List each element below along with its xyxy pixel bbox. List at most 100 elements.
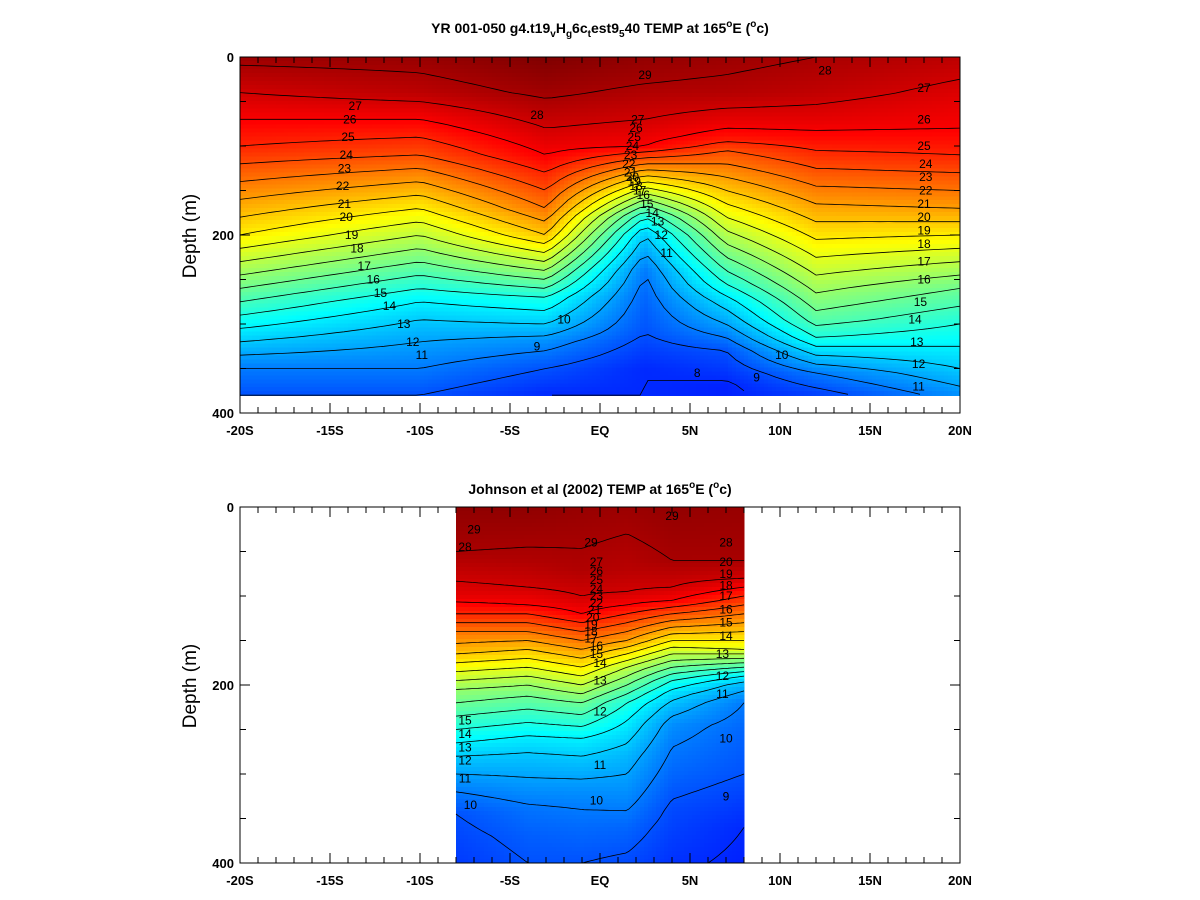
field-cell (516, 61, 521, 66)
field-cell (796, 124, 801, 130)
field-cell (448, 112, 453, 118)
field-cell (796, 108, 801, 114)
field-cell (884, 76, 889, 82)
field-cell (388, 140, 393, 146)
field-cell (916, 88, 921, 94)
field-cell (656, 140, 661, 146)
field-cell (608, 104, 613, 110)
field-cell (344, 96, 349, 102)
field-cell (504, 132, 509, 138)
field-cell (764, 76, 769, 82)
field-cell (644, 61, 649, 66)
field-cell (556, 68, 561, 74)
field-cell (316, 65, 321, 70)
field-cell (876, 132, 881, 138)
field-cell (924, 144, 929, 150)
field-cell (292, 120, 297, 126)
field-cell (256, 124, 261, 130)
field-cell (416, 124, 421, 130)
field-cell (660, 76, 665, 82)
field-cell (568, 132, 573, 138)
field-cell (864, 72, 869, 78)
field-cell (416, 104, 421, 110)
field-cell (276, 148, 281, 154)
field-cell (648, 132, 653, 138)
field-cell (412, 136, 417, 142)
field-cell (380, 108, 385, 114)
field-cell (560, 65, 565, 70)
field-cell (296, 76, 301, 82)
field-cell (444, 108, 449, 114)
field-cell (596, 144, 601, 150)
field-cell (472, 132, 477, 138)
field-cell (732, 160, 737, 165)
field-cell (500, 132, 505, 138)
field-cell (944, 160, 949, 165)
field-cell (544, 84, 549, 90)
field-cell (908, 108, 913, 114)
field-cell (736, 65, 741, 70)
field-cell (692, 80, 697, 86)
field-cell (948, 84, 953, 90)
field-cell (848, 136, 853, 142)
field-cell (644, 140, 649, 146)
field-cell (352, 88, 357, 94)
field-cell (712, 100, 717, 106)
field-cell (748, 160, 753, 165)
field-cell (784, 80, 789, 86)
field-cell (788, 92, 793, 98)
field-cell (480, 84, 485, 90)
field-cell (736, 144, 741, 150)
field-cell (280, 112, 285, 118)
field-cell (888, 88, 893, 94)
field-cell (436, 116, 441, 122)
field-cell (836, 124, 841, 130)
field-cell (556, 148, 561, 154)
field-cell (840, 152, 845, 158)
field-cell (432, 108, 437, 114)
field-cell (632, 84, 637, 90)
field-cell (696, 112, 701, 118)
field-cell (896, 112, 901, 118)
field-cell (456, 88, 461, 94)
field-cell (652, 144, 657, 150)
field-cell (800, 80, 805, 86)
field-cell (436, 76, 441, 82)
field-cell (760, 72, 765, 78)
field-cell (900, 116, 905, 122)
field-cell (264, 100, 269, 106)
field-cell (716, 80, 721, 86)
field-cell (776, 128, 781, 134)
field-cell (300, 84, 305, 90)
field-cell (448, 124, 453, 130)
field-cell (864, 144, 869, 150)
field-cell (556, 96, 561, 102)
field-cell (604, 140, 609, 146)
field-cell (460, 84, 465, 90)
field-cell (332, 128, 337, 134)
field-cell (484, 100, 489, 106)
field-cell (836, 144, 841, 150)
field-cell (596, 112, 601, 118)
field-cell (548, 76, 553, 82)
field-cell (292, 61, 297, 66)
field-cell (432, 96, 437, 102)
field-cell (296, 104, 301, 110)
field-cell (728, 88, 733, 94)
field-cell (680, 61, 685, 66)
field-cell (604, 120, 609, 126)
field-cell (400, 124, 405, 130)
field-cell (404, 68, 409, 74)
field-cell (520, 152, 525, 158)
field-cell (352, 72, 357, 78)
field-cell (848, 140, 853, 146)
field-cell (444, 104, 449, 110)
field-cell (772, 76, 777, 82)
field-cell (876, 88, 881, 94)
field-cell (812, 92, 817, 98)
field-cell (272, 124, 277, 130)
field-cell (612, 61, 617, 66)
field-cell (872, 80, 877, 86)
field-cell (924, 76, 929, 82)
field-cell (816, 100, 821, 106)
